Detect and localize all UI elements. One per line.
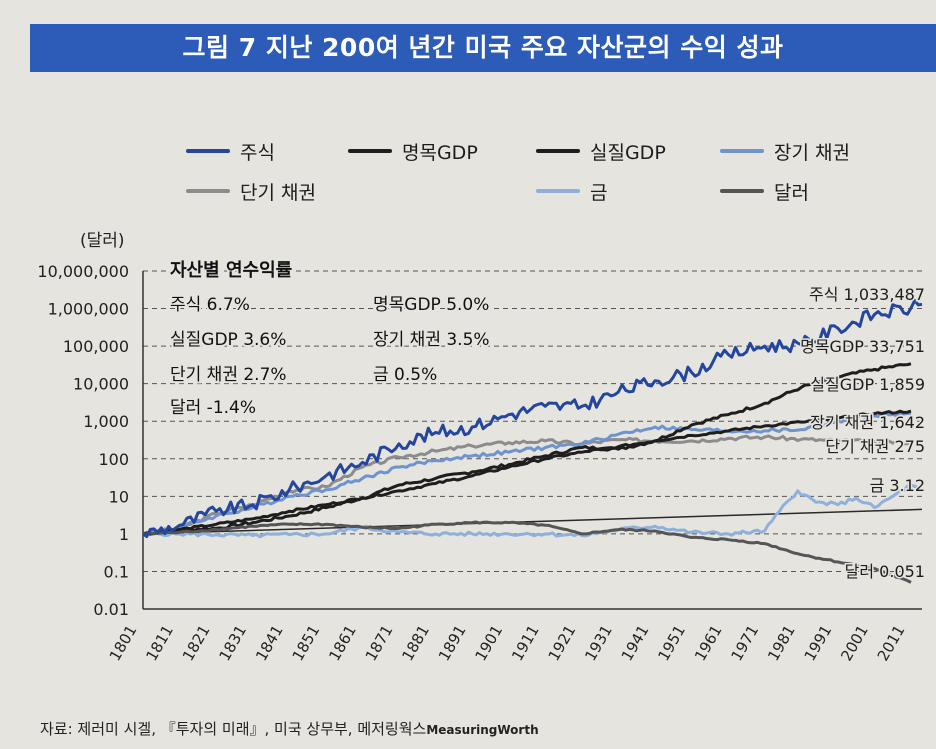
x-tick-label: 1861 — [325, 622, 360, 664]
x-tick-label: 1831 — [216, 622, 251, 664]
x-tick-label: 1871 — [362, 622, 397, 664]
legend-swatch-icon — [348, 149, 392, 153]
x-tick-label: 1941 — [618, 622, 653, 664]
legend-label: 명목GDP — [402, 141, 478, 164]
y-tick-label: 100,000 — [63, 337, 129, 356]
legend-item: 금 — [536, 176, 607, 206]
legend-swatch-icon — [536, 189, 580, 193]
x-tick-label: 1801 — [106, 622, 141, 664]
series-line — [142, 362, 912, 536]
returns-box-item: 장기 채권 3.5% — [373, 330, 490, 350]
x-tick-label: 1841 — [252, 622, 287, 664]
x-tick-label: 1991 — [801, 622, 836, 664]
legend-swatch-icon — [720, 149, 764, 153]
end-label: 명목GDP 33,751 — [800, 337, 925, 356]
end-label: 달러 0.051 — [845, 562, 925, 581]
source-suffix: MeasuringWorth — [426, 723, 539, 737]
x-tick-label: 1931 — [581, 622, 616, 664]
returns-box-item: 금 0.5% — [373, 365, 437, 385]
x-tick-label: 1981 — [764, 622, 799, 664]
x-tick-label: 1891 — [435, 622, 470, 664]
y-tick-label: 1 — [119, 525, 129, 544]
legend-item: 단기 채권 — [186, 176, 316, 206]
end-label: 주식 1,033,487 — [809, 285, 925, 304]
legend-swatch-icon — [536, 149, 580, 153]
legend-swatch-icon — [186, 149, 230, 153]
x-tick-label: 1921 — [545, 622, 580, 664]
end-label: 장기 채권 1,642 — [810, 413, 925, 432]
x-tick-label: 1911 — [508, 622, 543, 664]
y-tick-label: 0.1 — [104, 562, 129, 581]
y-tick-label: 10,000,000 — [37, 262, 129, 281]
y-tick-label: 1,000,000 — [48, 300, 129, 319]
legend-item: 장기 채권 — [720, 136, 850, 166]
x-tick-label: 1961 — [691, 622, 726, 664]
series-line — [143, 520, 912, 584]
returns-box-item: 실질GDP 3.6% — [170, 330, 286, 350]
y-tick-label: 0.01 — [93, 600, 129, 619]
legend-item: 실질GDP — [536, 136, 666, 166]
returns-box-title: 자산별 연수익률 — [170, 260, 292, 281]
y-tick-label: 100 — [98, 450, 129, 469]
x-tick-label: 1951 — [654, 622, 689, 664]
series-line — [142, 483, 923, 539]
x-tick-label: 2011 — [874, 622, 909, 664]
legend-label: 장기 채권 — [774, 141, 850, 164]
source-note: 자료: 제러미 시겔, 『투자의 미래』, 미국 상무부, 메저링웍스Measu… — [40, 718, 539, 739]
x-tick-label: 1901 — [472, 622, 507, 664]
series-line — [142, 411, 912, 537]
legend-item: 주식 — [186, 136, 275, 166]
y-tick-label: 1,000 — [83, 412, 129, 431]
x-tick-label: 1821 — [179, 622, 214, 664]
figure-title: 그림 7 지난 200여 년간 미국 주요 자산군의 수익 성과 — [30, 24, 936, 72]
reference-line — [142, 508, 923, 535]
y-tick-label: 10,000 — [73, 375, 129, 394]
legend-label: 주식 — [240, 141, 275, 164]
returns-box-item: 명목GDP 5.0% — [373, 295, 489, 315]
legend-label: 실질GDP — [590, 141, 666, 164]
series-group — [142, 299, 923, 584]
y-tick-label: 10 — [109, 487, 129, 506]
legend-swatch-icon — [186, 189, 230, 193]
x-tick-label: 1811 — [142, 622, 177, 664]
x-tick-label: 1971 — [728, 622, 763, 664]
series-line — [142, 409, 912, 536]
y-axis-title: (달러) — [80, 231, 125, 251]
legend: 주식 명목GDP 실질GDP 장기 채권 단기 채권 금 달러 — [186, 136, 936, 216]
x-tick-label: 1851 — [289, 622, 324, 664]
end-labels: 단기 채권 275 장기 채권 1,642 금 3.12 실질GDP 1,859 명목G… — [799, 284, 927, 583]
legend-swatch-icon — [720, 189, 764, 193]
x-tick-label: 1881 — [398, 622, 433, 664]
x-tick-label: 2001 — [837, 622, 872, 664]
legend-label: 금 — [590, 181, 608, 204]
legend-item: 명목GDP — [348, 136, 478, 166]
source-text: 자료: 제러미 시겔, 『투자의 미래』, 미국 상무부, 메저링웍스 — [40, 720, 427, 738]
returns-box-item: 달러 -1.4% — [170, 398, 256, 418]
series-line — [142, 434, 912, 536]
legend-item: 달러 — [720, 176, 809, 206]
legend-label: 달러 — [774, 181, 809, 204]
y-axis: (달러) 10,000,000 1,000,000 100,000 10,000 1,00… — [37, 231, 144, 619]
x-axis: 1801 1811 1821 1831 1841 1851 1861 1871 1881 1891… — [106, 608, 922, 664]
series-line — [142, 299, 923, 539]
legend-label: 단기 채권 — [240, 181, 316, 204]
end-label: 실질GDP 1,859 — [810, 375, 925, 394]
returns-box-item: 단기 채권 2.7% — [170, 365, 287, 385]
returns-box-item: 주식 6.7% — [170, 295, 250, 315]
end-label: 단기 채권 275 — [825, 437, 925, 456]
end-label: 금 3.12 — [870, 476, 925, 495]
